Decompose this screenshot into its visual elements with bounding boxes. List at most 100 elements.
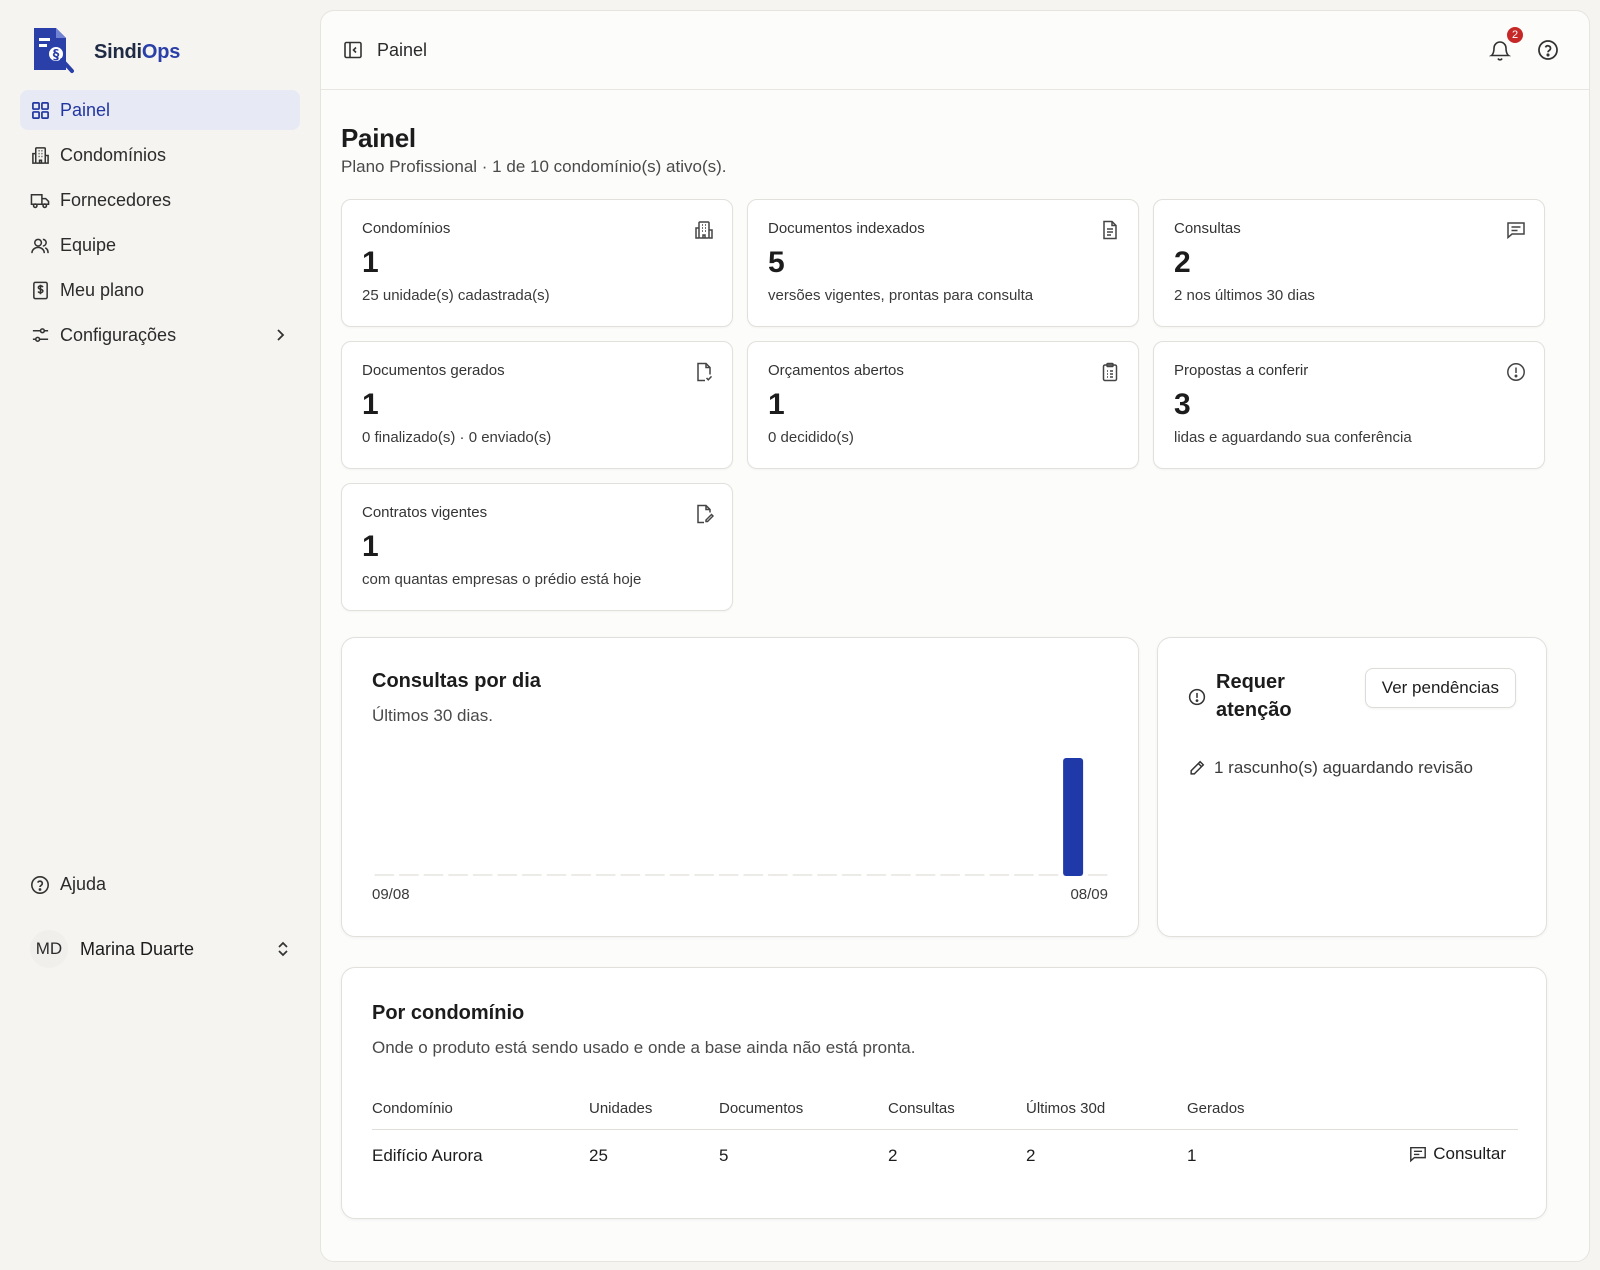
bar-baseline xyxy=(964,874,985,876)
user-menu[interactable]: MD Marina Duarte xyxy=(30,930,290,968)
cell-condominio: Edifício Aurora xyxy=(372,1146,483,1165)
bar-baseline xyxy=(669,874,690,876)
sidebar-item-meu-plano[interactable]: Meu plano xyxy=(20,270,300,310)
sidebar-item-label: Meu plano xyxy=(60,279,145,300)
building-icon xyxy=(30,145,50,165)
stat-label: Condomínios xyxy=(362,220,451,237)
bar-baseline xyxy=(1013,874,1034,876)
bar-baseline xyxy=(940,874,961,876)
stat-value: 5 xyxy=(768,246,785,279)
cell-documentos: 5 xyxy=(719,1146,729,1165)
stat-value: 2 xyxy=(1174,246,1191,279)
help-link[interactable]: Ajuda xyxy=(30,874,106,895)
stat-card-documentos-indexados: Documentos indexados 5 versões vigentes,… xyxy=(747,199,1139,327)
chevron-right-icon xyxy=(274,328,286,342)
consultar-button[interactable]: Consultar xyxy=(1409,1144,1506,1164)
column-header: Últimos 30d xyxy=(1026,1100,1106,1117)
users-icon xyxy=(30,235,50,255)
bar-baseline xyxy=(890,874,911,876)
bar-baseline xyxy=(792,874,813,876)
message-square-icon xyxy=(1506,220,1526,240)
attention-panel: Requer atenção Ver pendências 1 rascunho… xyxy=(1157,637,1547,937)
bar-baseline xyxy=(767,874,788,876)
receipt-icon xyxy=(30,280,50,300)
file-check-icon xyxy=(694,362,714,382)
bar-baseline xyxy=(915,874,936,876)
bar-baseline xyxy=(595,874,616,876)
stat-value: 1 xyxy=(362,388,379,421)
bar-baseline xyxy=(743,874,764,876)
bar-baseline xyxy=(398,874,419,876)
bar-baseline xyxy=(620,874,641,876)
column-header: Documentos xyxy=(719,1100,804,1117)
sidebar-item-configuracoes[interactable]: Configurações xyxy=(20,315,300,355)
topbar-actions: 2 xyxy=(1487,25,1559,63)
sidebar-item-label: Fornecedores xyxy=(60,189,172,210)
bar-baseline xyxy=(546,874,567,876)
sidebar-item-condominios[interactable]: Condomínios xyxy=(20,135,300,175)
stat-description: 0 decidido(s) xyxy=(768,429,854,446)
stat-value: 1 xyxy=(768,388,785,421)
main-panel: Painel 2 Painel Plano Profissional · 1 d… xyxy=(320,10,1590,1262)
bar-baseline xyxy=(448,874,469,876)
sidebar-item-fornecedores[interactable]: Fornecedores xyxy=(20,180,300,220)
stat-description: lidas e aguardando sua conferência xyxy=(1174,429,1412,446)
building-icon xyxy=(694,220,714,240)
brand-name: SindiOps xyxy=(94,41,181,63)
bar-baseline xyxy=(817,874,838,876)
sidebar-item-painel[interactable]: Painel xyxy=(20,90,300,130)
stat-label: Orçamentos abertos xyxy=(768,362,904,379)
sidebar-item-equipe[interactable]: Equipe xyxy=(20,225,300,265)
bar[interactable] xyxy=(1063,758,1084,876)
bar-baseline xyxy=(644,874,665,876)
bar-baseline xyxy=(472,874,493,876)
column-header: Unidades xyxy=(589,1100,653,1117)
by-condo-title: Por condomínio xyxy=(372,1002,525,1024)
stat-value: 3 xyxy=(1174,388,1191,421)
cell-unidades: 25 xyxy=(589,1146,608,1165)
sidebar-item-label: Configurações xyxy=(60,324,177,345)
stat-value: 1 xyxy=(362,246,379,279)
message-square-icon xyxy=(1409,1145,1427,1163)
bar-baseline xyxy=(841,874,862,876)
column-header: Consultas xyxy=(888,1100,955,1117)
bar-baseline xyxy=(866,874,887,876)
stat-card-documentos-gerados: Documentos gerados 1 0 finalizado(s) · 0… xyxy=(341,341,733,469)
page-subtitle: Plano Profissional · 1 de 10 condomínio(… xyxy=(341,157,727,176)
alert-circle-icon xyxy=(1506,362,1526,382)
bar-baseline xyxy=(521,874,542,876)
sidebar-toggle-icon[interactable] xyxy=(343,40,363,60)
by-condo-panel: Por condomínio Onde o produto está sendo… xyxy=(341,967,1547,1219)
help-label: Ajuda xyxy=(60,874,107,894)
chart-panel: Consultas por dia Últimos 30 dias. 09/08… xyxy=(341,637,1139,937)
sidebar-nav: Painel Condomínios Fornecedores Equipe M… xyxy=(20,90,300,360)
notification-badge: 2 xyxy=(1505,25,1525,45)
stat-card-consultas: Consultas 2 2 nos últimos 30 dias xyxy=(1153,199,1545,327)
bar-baseline xyxy=(989,874,1010,876)
logo-icon: § xyxy=(32,26,76,79)
bar-baseline xyxy=(423,874,444,876)
attention-title: Requer atenção xyxy=(1216,671,1292,721)
stat-label: Documentos indexados xyxy=(768,220,925,237)
stat-description: versões vigentes, prontas para consulta xyxy=(768,287,1034,304)
stat-card-orcamentos-abertos: Orçamentos abertos 1 0 decidido(s) xyxy=(747,341,1139,469)
bar-baseline xyxy=(571,874,592,876)
brand[interactable]: § SindiOps xyxy=(32,26,180,79)
help-circle-icon[interactable] xyxy=(1537,39,1559,61)
cell-ultimos-30d: 2 xyxy=(1026,1146,1036,1165)
ver-pendencias-button[interactable]: Ver pendências xyxy=(1364,668,1516,708)
by-condo-subtitle: Onde o produto está sendo usado e onde a… xyxy=(372,1038,916,1057)
column-header: Gerados xyxy=(1187,1100,1245,1117)
attention-item[interactable]: 1 rascunho(s) aguardando revisão xyxy=(1188,758,1473,778)
stat-description: com quantas empresas o prédio está hoje xyxy=(362,571,642,588)
help-circle-icon xyxy=(30,875,50,895)
stat-description: 2 nos últimos 30 dias xyxy=(1174,287,1315,304)
truck-icon xyxy=(30,190,50,210)
notifications-button[interactable]: 2 xyxy=(1487,25,1525,63)
stat-description: 0 finalizado(s) · 0 enviado(s) xyxy=(362,429,552,446)
chevrons-up-down-icon xyxy=(276,940,290,958)
stat-label: Documentos gerados xyxy=(362,362,505,379)
x-axis-end-label: 08/09 xyxy=(1070,886,1108,903)
stat-card-condominios: Condomínios 1 25 unidade(s) cadastrada(s… xyxy=(341,199,733,327)
sidebar: § SindiOps Painel Condomínios Fornecedor… xyxy=(0,0,318,1270)
